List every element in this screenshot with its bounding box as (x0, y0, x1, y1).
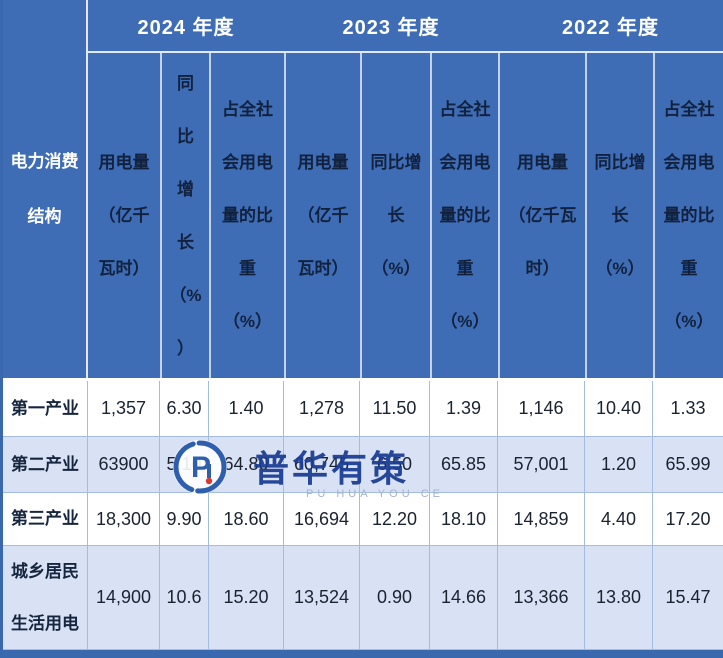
col-header-2022-consumption: 用电量 （亿千瓦 时） (498, 53, 585, 378)
table-cell: 16,694 (284, 493, 360, 546)
table-cell: 10.40 (585, 381, 653, 437)
year-header-2023: 2023 年度 (342, 17, 440, 39)
table-cell: 60,745 (284, 437, 360, 493)
table-cell: 18,300 (88, 493, 160, 546)
table-cell: 5.10 (160, 437, 209, 493)
table-cell: 13,524 (284, 546, 360, 650)
header-main: 2024 年度 2023 年度 2022 年度 用电量 （亿千 瓦时） 同 比 … (88, 0, 723, 378)
table-cell: 14,900 (88, 546, 160, 650)
table-cell: 1,357 (88, 381, 160, 437)
table-cell: 1.20 (585, 437, 653, 493)
table-cell: 1.40 (209, 381, 284, 437)
table-cell: 13,366 (498, 546, 585, 650)
table-cell: 65.85 (430, 437, 498, 493)
corner-header: 电力消费 结构 (3, 0, 88, 378)
table-cell: 9.90 (160, 493, 209, 546)
table-cell: 10.6 (160, 546, 209, 650)
sub-header-row: 用电量 （亿千 瓦时） 同 比 增 长 （% ） 占全社 会用电 量的比 重 （… (88, 53, 723, 378)
table-cell: 64.80 (209, 437, 284, 493)
table-cell: 1.39 (430, 381, 498, 437)
col-header-2024-yoy-growth: 同 比 增 长 （% ） (160, 53, 209, 378)
table-header: 电力消费 结构 2024 年度 2023 年度 2022 年度 用电量 （亿千 … (3, 0, 723, 378)
table-cell: 13.80 (585, 546, 653, 650)
table-cell: 6.30 (160, 381, 209, 437)
table-cell: 65.99 (653, 437, 723, 493)
table-cell: 17.20 (653, 493, 723, 546)
table-cell: 15.20 (209, 546, 284, 650)
table-cell: 63900 (88, 437, 160, 493)
table-cell: 1,278 (284, 381, 360, 437)
table-cell: 6.50 (360, 437, 430, 493)
col-header-2023-share: 占全社 会用电 量的比 重 （%） (430, 53, 498, 378)
col-header-2022-yoy-growth: 同比增 长 （%） (585, 53, 653, 378)
row-label-residential: 城乡居民 生活用电 (3, 546, 88, 650)
bottom-border-band (3, 650, 723, 658)
row-label-secondary-industry: 第二产业 (3, 437, 88, 493)
table-cell: 1,146 (498, 381, 585, 437)
year-header-row: 2024 年度 2023 年度 2022 年度 (88, 0, 723, 53)
table-cell: 4.40 (585, 493, 653, 546)
row-label-tertiary-industry: 第三产业 (3, 493, 88, 546)
table-cell: 11.50 (360, 381, 430, 437)
table-cell: 14,859 (498, 493, 585, 546)
col-header-2024-consumption: 用电量 （亿千 瓦时） (98, 153, 150, 278)
col-header-2023-consumption: 用电量 （亿千 瓦时） (284, 53, 360, 378)
col-header-2024-share: 占全社 会用电 量的比 重 （%） (209, 53, 284, 378)
year-header-2024: 2024 年度 (137, 17, 235, 39)
table-cell: 18.60 (209, 493, 284, 546)
year-header-2022: 2022 年度 (561, 17, 660, 39)
table-cell: 14.66 (430, 546, 498, 650)
col-header-2023-yoy-growth: 同比增 长 （%） (360, 53, 430, 378)
table-cell: 12.20 (360, 493, 430, 546)
table-cell: 18.10 (430, 493, 498, 546)
table-cell: 57,001 (498, 437, 585, 493)
header-body-divider (3, 378, 723, 381)
table-cell: 1.33 (653, 381, 723, 437)
row-label-primary-industry: 第一产业 (3, 381, 88, 437)
table-body: 第一产业 1,357 6.30 1.40 1,278 11.50 1.39 1,… (3, 381, 723, 650)
table-cell: 0.90 (360, 546, 430, 650)
table-cell: 15.47 (653, 546, 723, 650)
col-header-2022-share: 占全社 会用电 量的比 重 （%） (653, 53, 723, 378)
